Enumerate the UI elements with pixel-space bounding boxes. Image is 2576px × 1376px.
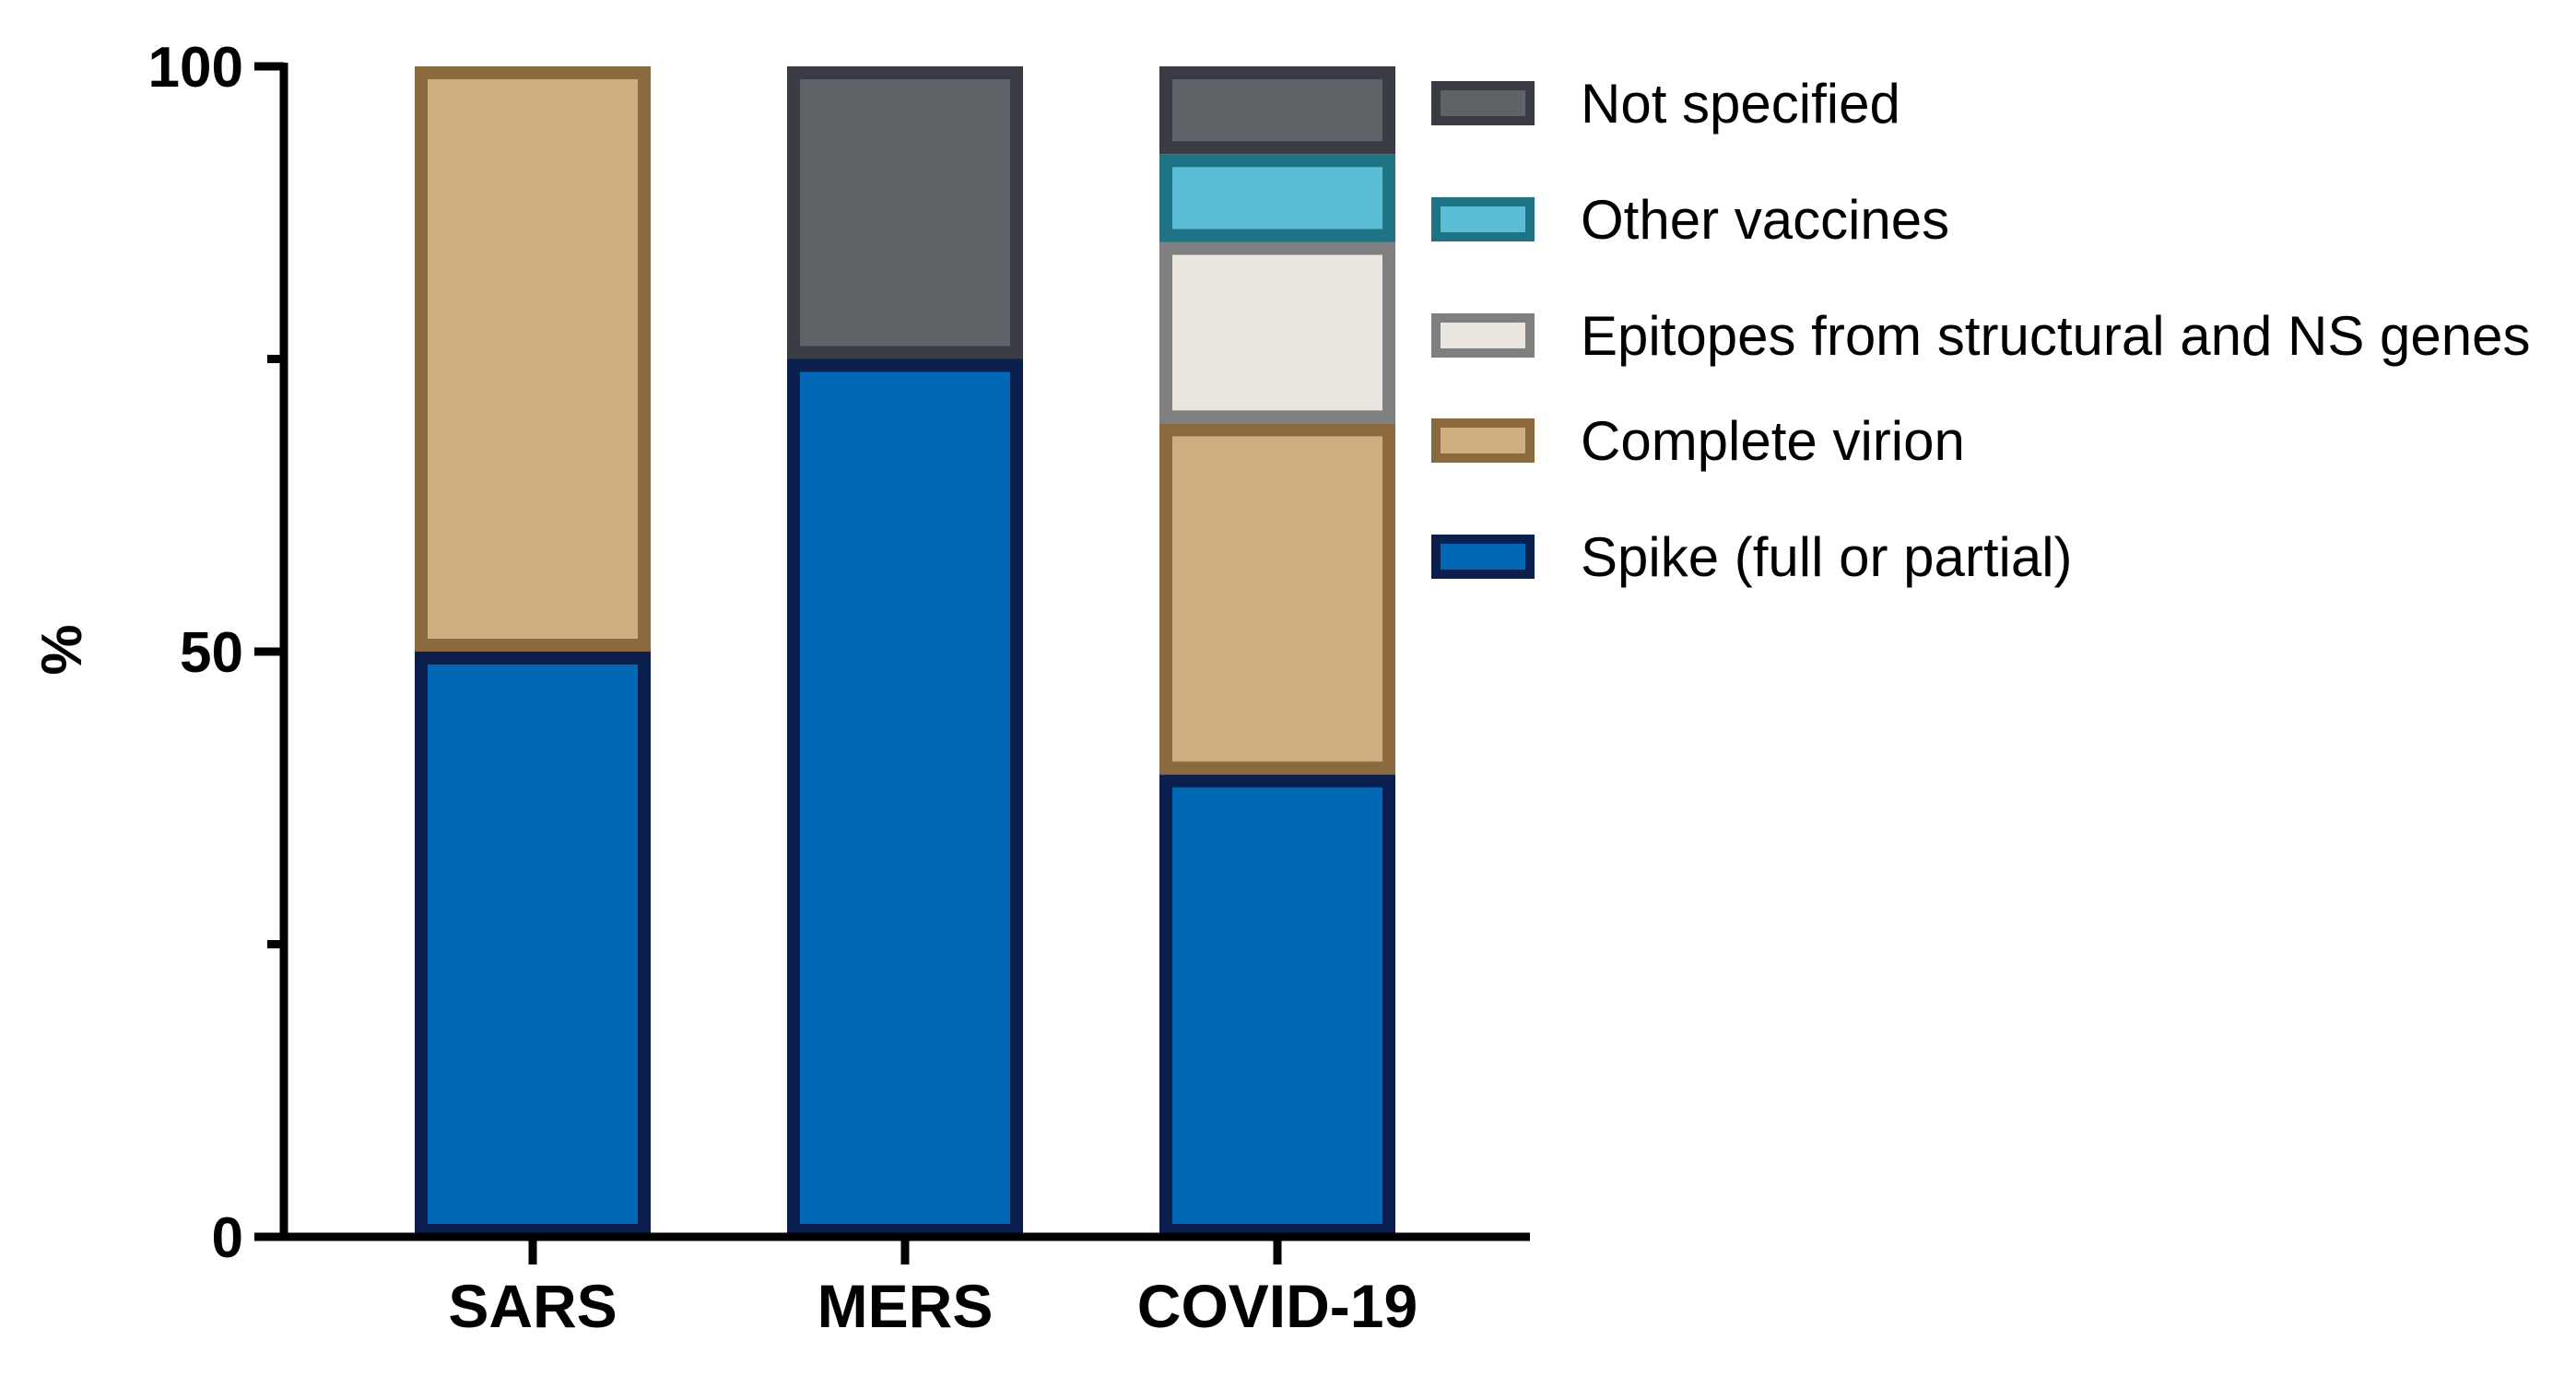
x-tick-label-sars: SARS [448, 1272, 617, 1340]
y-tick-label: 0 [212, 1206, 243, 1270]
legend-label-not-specified: Not specified [1581, 73, 1900, 135]
legend: Not specified Other vaccines Epitopes from… [1431, 73, 2531, 588]
bars-group [415, 66, 1395, 1237]
legend-swatch-not-specified [1431, 81, 1535, 125]
legend-label-epitopes-from-structural-and-ns-genes: Epitopes from structural and NS genes [1581, 305, 2531, 367]
bar-sars-complete-virion [415, 66, 651, 652]
bar-covid-19-not-specified [1159, 66, 1395, 155]
legend-label-complete-virion: Complete virion [1581, 410, 1965, 472]
legend-swatch-complete-virion [1431, 418, 1535, 463]
x-tick-label-covid-19: COVID-19 [1137, 1272, 1417, 1340]
bar-sars-spike-full-or-partial [415, 652, 651, 1237]
legend-swatch-other-vaccines [1431, 197, 1535, 241]
x-tick-label-mers: MERS [817, 1272, 994, 1340]
x-ticks-group: SARS MERS COVID-19 [448, 1237, 1417, 1340]
y-axis-label: % [30, 624, 94, 675]
legend-label-other-vaccines: Other vaccines [1581, 189, 1949, 251]
bar-mers-spike-full-or-partial [787, 359, 1023, 1237]
bar-covid-19-other-vaccines [1159, 154, 1395, 242]
bar-mers-not-specified [787, 66, 1023, 359]
legend-label-spike-full-or-partial: Spike (full or partial) [1581, 526, 2073, 588]
y-ticks-group: 0 50 100 [148, 36, 284, 1270]
bar-covid-19-complete-virion [1159, 423, 1395, 775]
legend-swatch-epitopes-from-structural-and-ns-genes [1431, 313, 1535, 358]
bar-covid-19-epitopes-from-structural-and-ns-genes [1159, 241, 1395, 424]
y-tick-label: 50 [180, 621, 243, 685]
bar-covid-19-spike-full-or-partial [1159, 774, 1395, 1237]
y-tick-label: 100 [148, 36, 243, 100]
legend-swatch-spike-full-or-partial [1431, 535, 1535, 579]
